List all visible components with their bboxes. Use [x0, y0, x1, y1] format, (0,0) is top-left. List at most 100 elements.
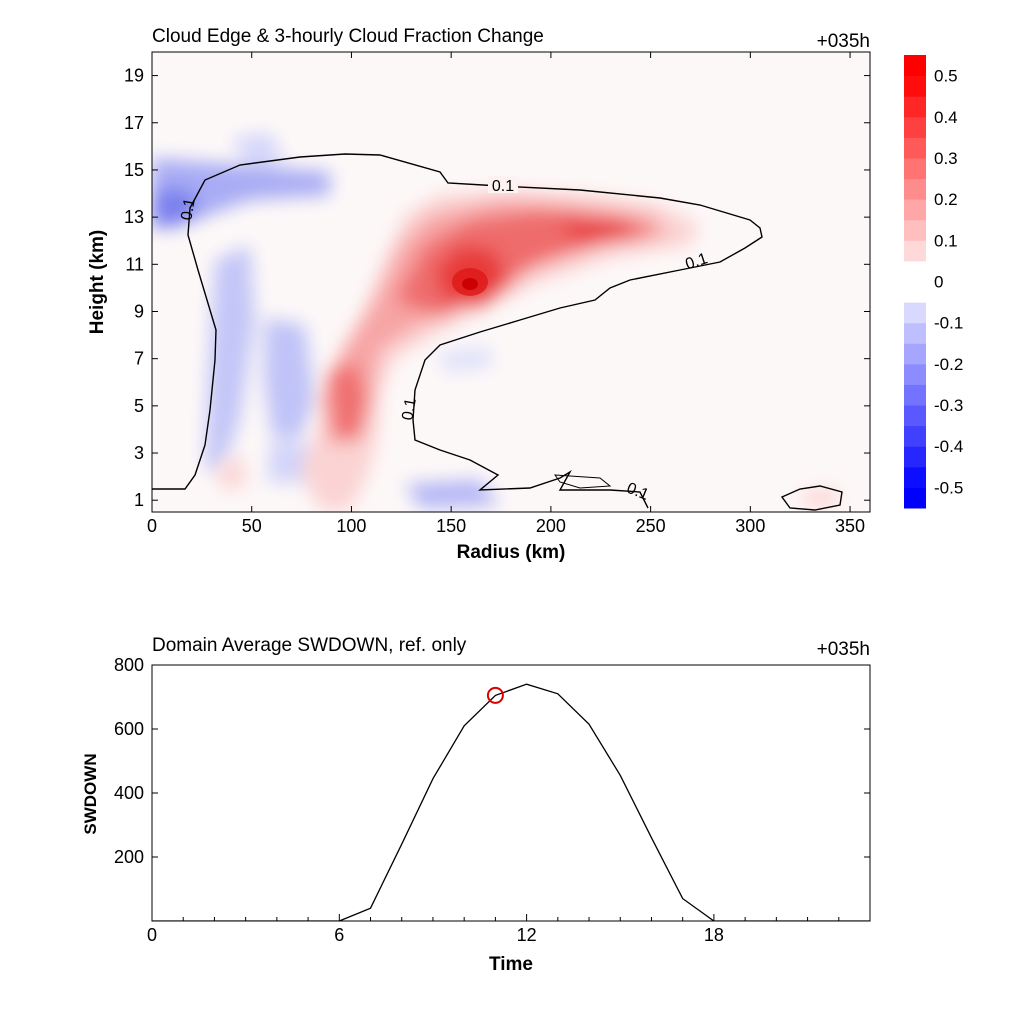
x-tick-label: 350	[835, 516, 865, 536]
y-tick-label: 600	[114, 719, 144, 739]
contour-y-axis-label: Height (km)	[87, 230, 108, 335]
y-tick-label: 17	[124, 113, 144, 133]
shaded-field	[152, 132, 843, 511]
contour-label: 0.1	[399, 397, 420, 422]
line-chart: Domain Average SWDOWN, ref. only +035h 0…	[81, 635, 871, 975]
y-tick-label: 15	[124, 160, 144, 180]
contour-label-bg	[488, 176, 518, 193]
colorbar-swatch	[904, 219, 926, 241]
colorbar-label: 0	[934, 273, 943, 292]
x-tick-label: 200	[536, 516, 566, 536]
contour-label: 0.1	[178, 197, 199, 222]
colorbar-swatch	[904, 260, 926, 303]
contour-chart-title: Cloud Edge & 3-hourly Cloud Fraction Cha…	[152, 26, 544, 47]
positive-region	[328, 362, 368, 440]
colorbar-label: 0.5	[934, 67, 958, 86]
x-tick-label: 100	[336, 516, 366, 536]
y-tick-label: 19	[124, 66, 144, 86]
negative-region	[405, 480, 500, 508]
line-chart-title: Domain Average SWDOWN, ref. only	[152, 635, 467, 656]
positive-region	[215, 452, 248, 492]
negative-region	[230, 132, 285, 168]
y-tick-label: 3	[134, 443, 144, 463]
colorbar-swatch	[904, 446, 926, 468]
contour-label: 0.1	[492, 178, 514, 195]
colorbar: 0.5 0.4 0.3 0.2 0.1 0 -0.1 -0.2 -0.3 -0.4 -0.5	[904, 55, 963, 509]
cloud-edge-contour-inner	[553, 474, 612, 489]
y-tick-label: 400	[114, 783, 144, 803]
colorbar-swatch	[904, 425, 926, 447]
x-tick-label: 18	[704, 925, 724, 945]
x-tick-label: 150	[436, 516, 466, 536]
positive-region	[320, 200, 670, 445]
colorbar-swatch	[904, 96, 926, 118]
colorbar-swatch	[904, 405, 926, 427]
line-y-axis-label: SWDOWN	[81, 753, 100, 834]
x-tick-label: 300	[735, 516, 765, 536]
x-tick-label: 0	[147, 925, 157, 945]
x-tick-label: 6	[334, 925, 344, 945]
y-tick-label: 800	[114, 655, 144, 675]
current-time-marker	[486, 686, 504, 704]
cloud-edge-contour	[152, 153, 763, 509]
colorbar-swatch	[904, 240, 926, 262]
colorbar-label: -0.1	[934, 314, 963, 333]
line-plot-area	[151, 664, 871, 922]
contour-label: 0.1	[683, 250, 710, 273]
colorbar-swatch	[904, 137, 926, 159]
y-tick-label: 5	[134, 396, 144, 416]
colorbar-swatch	[904, 55, 926, 77]
colorbar-swatch	[904, 466, 926, 488]
colorbar-swatch	[904, 343, 926, 365]
line-x-ticks: 0 6 12 18	[147, 914, 871, 945]
x-tick-label: 250	[636, 516, 666, 536]
colorbar-swatch	[904, 487, 926, 509]
colorbar-label: -0.4	[934, 437, 963, 456]
colorbar-label: 0.1	[934, 231, 958, 250]
colorbar-swatch	[904, 363, 926, 385]
line-y-ticks: 200 400 600 800	[114, 655, 870, 867]
y-tick-label: 200	[114, 847, 144, 867]
line-chart-time-label: +035h	[817, 639, 870, 660]
positive-region	[800, 488, 840, 506]
colorbar-swatch	[904, 157, 926, 180]
colorbar-label: 0.4	[934, 108, 958, 127]
contour-chart: Cloud Edge & 3-hourly Cloud Fraction Cha…	[87, 26, 963, 563]
negative-region	[205, 245, 255, 470]
y-tick-label: 13	[124, 207, 144, 227]
contour-x-axis-label: Radius (km)	[457, 542, 566, 563]
contour-x-ticks: 0 50 100 150 200 250 300 350	[147, 52, 865, 536]
colorbar-label: -0.2	[934, 355, 963, 374]
colorbar-swatch	[904, 116, 926, 138]
colorbar-label: -0.5	[934, 478, 963, 497]
x-tick-label: 12	[517, 925, 537, 945]
colorbar-swatch	[904, 302, 926, 324]
colorbar-label: 0.2	[934, 190, 958, 209]
y-tick-label: 11	[125, 254, 144, 274]
colorbar-swatch	[904, 384, 926, 406]
positive-region	[555, 218, 640, 244]
colorbar-swatch	[904, 75, 926, 97]
colorbar-label: 0.3	[934, 149, 958, 168]
x-tick-label: 50	[242, 516, 262, 536]
negative-region	[440, 346, 492, 372]
swdown-series-line	[152, 683, 870, 921]
colorbar-swatch	[904, 199, 926, 221]
colorbar-swatch	[904, 178, 926, 200]
negative-region	[152, 188, 200, 228]
peak-max	[462, 278, 478, 290]
colorbar-label: -0.3	[934, 396, 963, 415]
x-tick-label: 0	[147, 516, 157, 536]
negative-region	[264, 318, 315, 440]
y-tick-label: 7	[134, 349, 144, 369]
y-tick-label: 9	[134, 301, 144, 321]
cloud-edge-contour-small	[780, 485, 843, 511]
line-x-axis-label: Time	[489, 954, 533, 975]
y-tick-label: 1	[134, 490, 144, 510]
contour-plot-frame	[151, 51, 871, 513]
colorbar-swatch	[904, 322, 926, 344]
contour-chart-time-label: +035h	[817, 31, 870, 52]
